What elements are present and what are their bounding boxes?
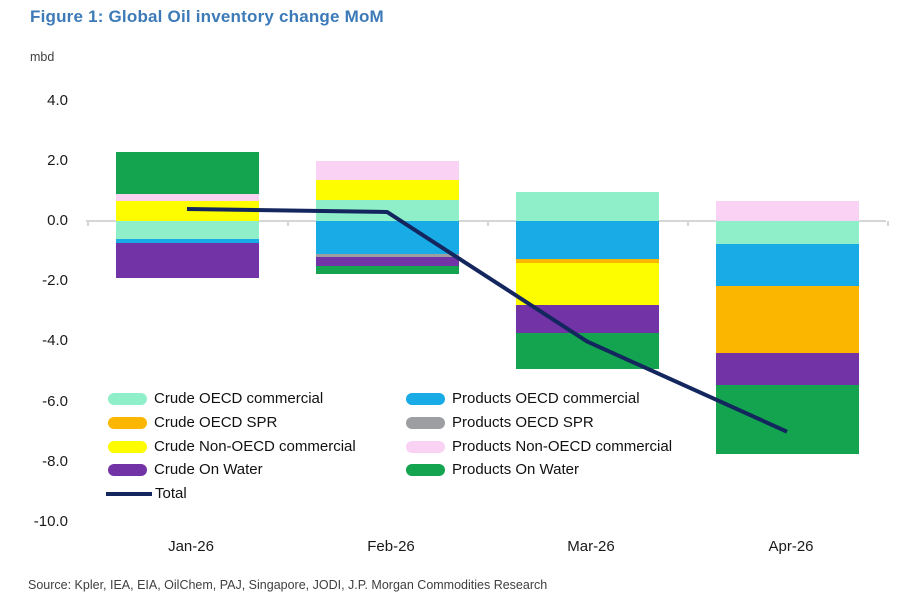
y-axis-tick-label: -10.0	[33, 513, 68, 530]
y-axis-tick-label: -8.0	[42, 452, 68, 470]
bar-segment	[315, 160, 459, 181]
zero-line-tick	[487, 221, 489, 226]
x-axis-category-label: Jan-26	[168, 538, 214, 555]
bar-segment	[515, 221, 659, 259]
legend-color-swatch	[108, 464, 147, 477]
bar-segment	[115, 151, 259, 194]
y-axis-tick-label: 2.0	[47, 151, 68, 169]
legend-label: Products OECD SPR	[452, 413, 594, 431]
legend-label: Crude OECD SPR	[154, 413, 278, 431]
legend-color-swatch	[406, 393, 445, 405]
bar-segment	[715, 201, 859, 221]
y-axis-tick-label: 4.0	[47, 91, 68, 109]
x-axis-category-label: Mar-26	[567, 538, 615, 555]
legend-label: Crude On Water	[154, 461, 263, 479]
legend-color-swatch	[108, 393, 147, 405]
zero-line-tick	[887, 221, 889, 226]
legend-color-swatch	[108, 440, 147, 453]
legend-label: Crude OECD commercial	[154, 390, 324, 407]
bar-segment	[115, 242, 259, 278]
bar-segment	[515, 304, 659, 334]
legend-color-swatch	[108, 416, 147, 429]
bar-segment	[115, 193, 259, 202]
y-axis-tick-label: -4.0	[42, 332, 68, 350]
y-axis-tick-label: -6.0	[42, 392, 68, 410]
bar-segment	[515, 262, 659, 305]
y-axis-tick-label: 0.0	[47, 212, 68, 229]
bar-segment	[715, 353, 859, 386]
bar-segment	[715, 285, 859, 354]
bar-segment	[715, 221, 859, 244]
zero-line-tick	[87, 221, 89, 226]
legend-label: Products OECD commercial	[452, 390, 640, 407]
legend-label: Crude Non-OECD commercial	[154, 437, 356, 455]
bar-segment	[115, 201, 259, 221]
bar-segment	[315, 221, 459, 255]
legend-color-swatch	[406, 464, 445, 477]
bar-segment	[515, 192, 659, 221]
bar-segment	[715, 243, 859, 286]
bar-segment	[515, 333, 659, 370]
x-axis-category-label: Apr-26	[768, 538, 814, 555]
zero-line-tick	[287, 221, 289, 226]
y-axis-tick-label: -2.0	[42, 272, 68, 290]
bar-segment	[315, 266, 459, 274]
legend-label: Total	[155, 485, 187, 503]
x-axis-category-label: Feb-26	[367, 538, 415, 555]
bar-segment	[715, 385, 859, 455]
source-note: Source: Kpler, IEA, EIA, OilChem, PAJ, S…	[28, 578, 548, 592]
bar-segment	[315, 199, 459, 221]
zero-line-tick	[687, 221, 689, 226]
figure-title: Figure 1: Global Oil inventory change Mo…	[30, 7, 384, 26]
bar-segment	[315, 257, 459, 267]
legend-label: Products Non-OECD commercial	[452, 437, 673, 455]
bar-segment	[115, 221, 259, 240]
legend-total-line-swatch	[106, 492, 152, 497]
legend-color-swatch	[406, 440, 445, 453]
legend-color-swatch	[406, 416, 445, 429]
legend-label: Products On Water	[452, 461, 579, 479]
y-axis-unit-label: mbd	[30, 50, 55, 64]
bar-segment	[315, 180, 459, 200]
